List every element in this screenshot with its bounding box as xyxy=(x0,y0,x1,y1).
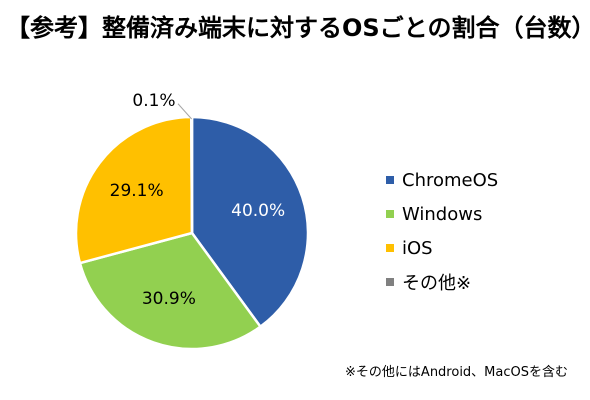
legend-swatch xyxy=(386,278,394,286)
chart-legend: ChromeOS Windows iOS その他※ xyxy=(386,163,498,299)
leader-line-other xyxy=(177,103,193,120)
legend-item-windows: Windows xyxy=(386,197,498,231)
legend-label: その他※ xyxy=(402,273,472,294)
legend-item-chromeos: ChromeOS xyxy=(386,163,498,197)
legend-label: ChromeOS xyxy=(402,169,499,191)
legend-item-ios: iOS xyxy=(386,231,498,265)
legend-label: iOS xyxy=(402,237,433,259)
slice-label-other: 0.1% xyxy=(132,90,176,111)
slice-label-windows: 30.9% xyxy=(141,288,196,309)
legend-swatch xyxy=(386,244,394,252)
legend-label: Windows xyxy=(402,203,483,225)
slice-label-chromeos: 40.0% xyxy=(231,201,286,222)
pie-slice-chromeos xyxy=(190,115,310,329)
pie-slice-other xyxy=(190,115,194,234)
pie-slice-windows xyxy=(78,231,263,351)
footnote: ※その他にはAndroid、MacOSを含む xyxy=(345,365,568,380)
legend-swatch xyxy=(386,176,394,184)
slice-label-ios: 29.1% xyxy=(109,180,164,201)
chart-title: 【参考】整備済み端末に対するOSごとの割合（台数） xyxy=(6,14,590,42)
pie-slice-ios xyxy=(74,115,194,265)
legend-swatch xyxy=(386,210,394,218)
legend-item-other: その他※ xyxy=(386,265,498,299)
